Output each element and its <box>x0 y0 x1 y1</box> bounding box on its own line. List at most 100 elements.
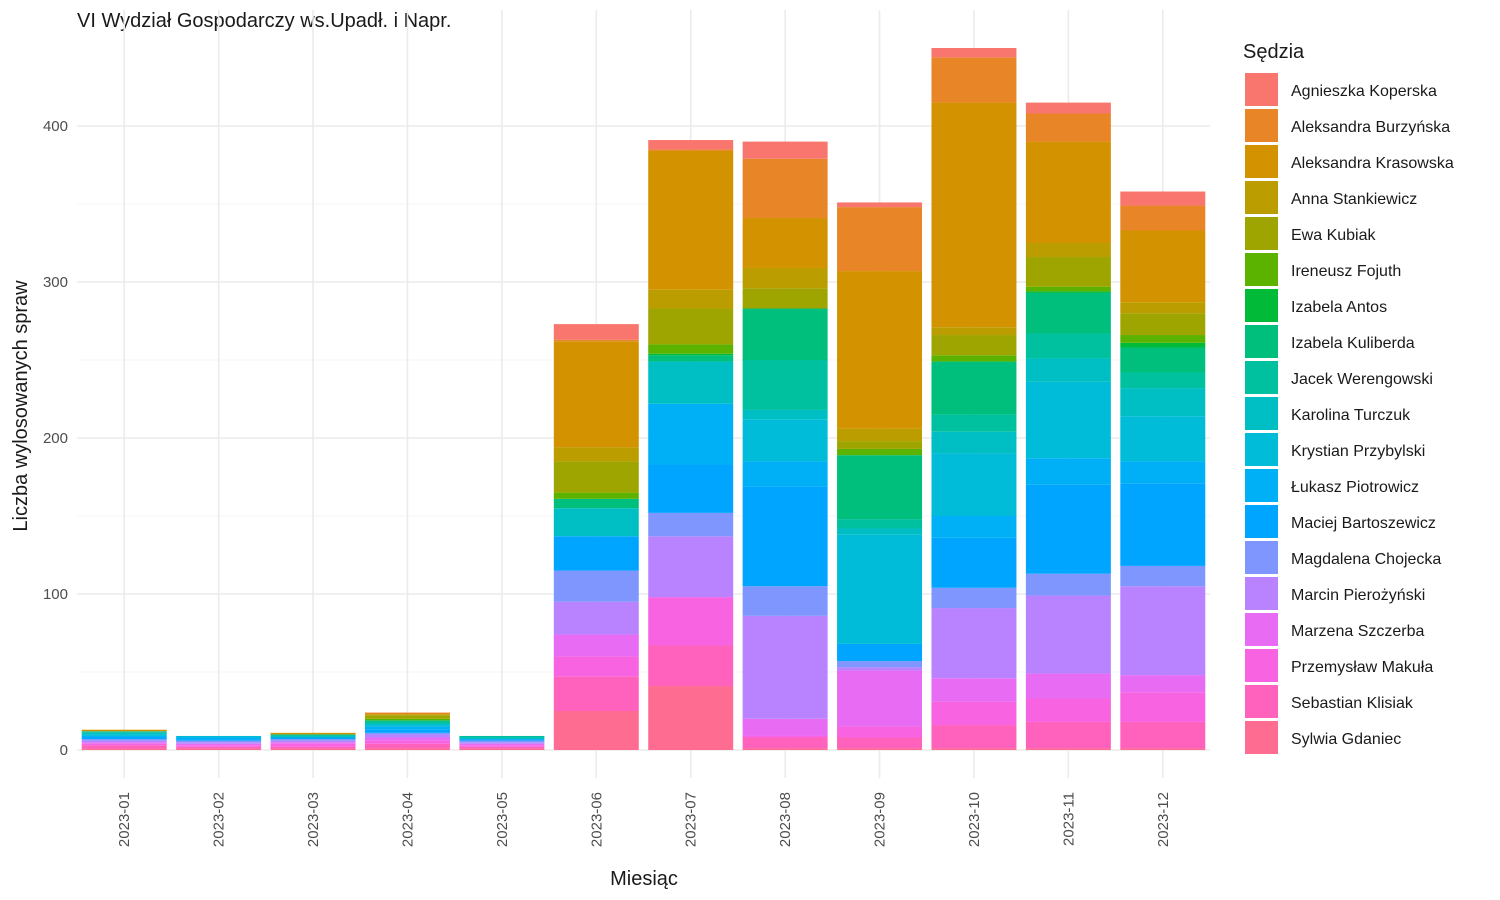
bar-segment <box>176 739 262 741</box>
bar-segment <box>931 608 1017 679</box>
x-tick-label: 2023-08 <box>777 792 794 847</box>
bar-segment <box>742 308 828 360</box>
x-tick-label: 2023-09 <box>872 792 889 847</box>
bar-segment <box>648 512 734 537</box>
legend-key <box>1245 109 1278 142</box>
bar-segment <box>553 536 639 571</box>
legend-label: Karolina Turczuk <box>1291 407 1411 424</box>
bar-segment <box>176 743 262 746</box>
bar-segment <box>931 678 1017 702</box>
x-tick-label: 2023-02 <box>211 792 228 847</box>
legend-label: Marzena Szczerba <box>1291 623 1424 640</box>
bar-segment <box>553 341 639 448</box>
bar-segment <box>270 740 356 743</box>
bar-segment <box>742 267 828 289</box>
y-axis-title: Liczba wylosowanych spraw <box>10 280 32 532</box>
bar-segment <box>81 734 167 736</box>
bar-segment <box>553 711 639 750</box>
legend-label: Ireneusz Fojuth <box>1291 263 1401 280</box>
bar-segment <box>1120 230 1206 303</box>
x-tick-label: 2023-07 <box>683 792 700 847</box>
bar-segment <box>1120 675 1206 693</box>
bar-segment <box>459 739 545 741</box>
bar-segment <box>364 726 450 730</box>
bar-segment <box>1025 381 1111 459</box>
bar-segment <box>1025 291 1111 293</box>
bar-segment <box>176 735 262 738</box>
bar-segment <box>1025 573 1111 596</box>
bar-segment <box>81 739 167 741</box>
bar-segment <box>364 723 450 726</box>
bar-segment <box>931 414 1017 432</box>
bar-segment <box>176 740 262 743</box>
legend-key <box>1245 253 1278 286</box>
x-axis-ticks: 2023-01 2023-02 2023-03 2023-04 2023-05 2023-… <box>116 792 1172 847</box>
bar-segment <box>837 207 923 272</box>
legend-label: Łukasz Piotrowicz <box>1291 479 1419 496</box>
bar-segment <box>1120 461 1206 484</box>
bar-segment <box>837 448 923 456</box>
legend-key <box>1245 613 1278 646</box>
bar-segment <box>364 743 450 749</box>
bar-segment <box>364 740 450 744</box>
bar-segment <box>742 461 828 487</box>
bar-segment <box>742 158 828 219</box>
legend-key <box>1245 577 1278 610</box>
bar-segment <box>742 735 828 738</box>
bar-segment <box>270 743 356 747</box>
bar-segment <box>931 431 1017 454</box>
legend-key <box>1245 649 1278 682</box>
legend-title: Sędzia <box>1243 41 1305 63</box>
legend-label: Izabela Antos <box>1291 299 1387 316</box>
bar-segment <box>648 645 734 687</box>
bar-segment <box>837 519 923 529</box>
bar-segment <box>553 447 639 462</box>
bar-segment <box>1025 673 1111 699</box>
legend-key <box>1245 685 1278 718</box>
bar-segment <box>1025 748 1111 750</box>
bar-segment <box>931 335 1017 356</box>
bar-segment <box>1120 483 1206 566</box>
bar-segment <box>364 725 450 727</box>
legend-key <box>1245 541 1278 574</box>
bar-segment <box>364 729 450 733</box>
bar-segment <box>81 729 167 732</box>
bar-segment <box>742 737 828 749</box>
x-axis-title: Miesiąc <box>610 868 678 890</box>
bar-segment <box>1120 721 1206 749</box>
bar-segment <box>837 661 923 668</box>
bar-segment <box>648 308 734 345</box>
bar-segment <box>931 587 1017 609</box>
bar-segment <box>81 745 167 749</box>
bar-segment <box>81 742 167 744</box>
bar-segment <box>81 732 167 735</box>
bar-segment <box>648 686 734 750</box>
bar-segment <box>1120 191 1206 206</box>
bar-segment <box>1025 243 1111 258</box>
bar-segment <box>837 670 923 727</box>
bar-segment <box>553 676 639 711</box>
bar-segment <box>648 355 734 362</box>
bar-segment <box>931 361 1017 415</box>
bar-segment <box>1025 102 1111 114</box>
legend-key <box>1245 289 1278 322</box>
bar-segment <box>1025 358 1111 382</box>
bar-segment <box>364 718 450 721</box>
bar-segment <box>742 409 828 420</box>
bar-segment <box>81 737 167 740</box>
bar-segment <box>459 740 545 743</box>
bar-segment <box>837 643 923 662</box>
bar-segment <box>837 202 923 208</box>
x-tick-label: 2023-04 <box>399 792 416 847</box>
bar-segment <box>931 516 1017 538</box>
x-tick-label: 2023-12 <box>1155 792 1172 847</box>
legend-label: Anna Stankiewicz <box>1291 191 1417 208</box>
bar-segment <box>364 720 450 722</box>
bar-segment <box>270 732 356 735</box>
bar-segment <box>837 528 923 535</box>
legend-key <box>1245 505 1278 538</box>
legend-key <box>1245 721 1278 754</box>
bar-segment <box>364 732 450 735</box>
bar-segment <box>553 634 639 657</box>
